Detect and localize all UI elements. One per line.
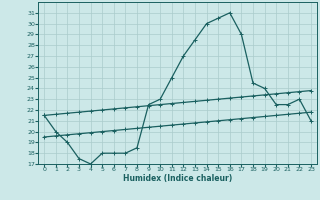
- X-axis label: Humidex (Indice chaleur): Humidex (Indice chaleur): [123, 174, 232, 183]
